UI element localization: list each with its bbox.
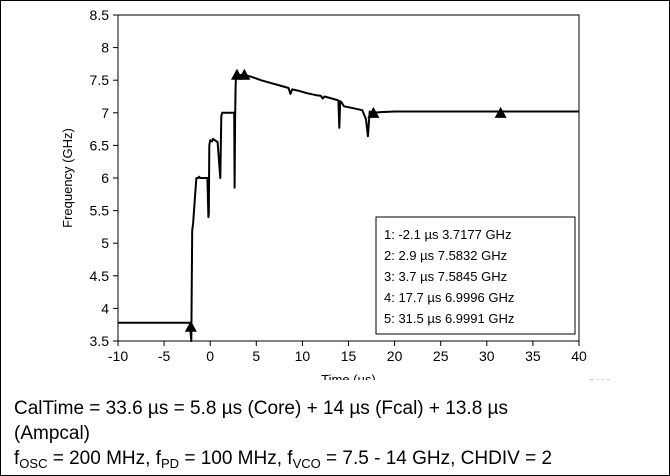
x-tick-label: -10	[108, 348, 128, 364]
annotation-line: 4: 17.7 µs 6.9996 GHz	[384, 290, 514, 305]
y-tick-label: 7.5	[90, 72, 110, 88]
x-tick-label: 5	[252, 348, 260, 364]
x-tick-label: 15	[341, 348, 357, 364]
marker-triangle-4	[367, 106, 380, 118]
y-tick-label: 6.5	[90, 137, 110, 153]
annotation-line: 3: 3.7 µs 7.5845 GHz	[384, 269, 507, 284]
f-osc-value: = 200 MHz,	[47, 448, 156, 469]
f-pd-symbol: f	[155, 448, 161, 469]
x-tick-label: 20	[387, 348, 403, 364]
frequency-chart: -10 -5 0 5 10 15 20 25 30 35 40 3.5 4 4.5 5 5.5 6 6.5 7 7.5…	[60, 7, 611, 380]
y-tick-label: 5	[101, 235, 109, 251]
annotation-box	[375, 216, 576, 335]
marker-triangle-5	[494, 106, 507, 118]
x-tick-label: -5	[158, 348, 171, 364]
plot-layer: -10 -5 0 5 10 15 20 25 30 35 40 3.5 4 4.5 5 5.5 6 6.5 7 7.5…	[60, 7, 611, 380]
x-tick-label: 30	[479, 348, 495, 364]
marker-triangle-1	[184, 320, 197, 332]
x-tick-label: 10	[295, 348, 311, 364]
x-tick-label: 40	[571, 348, 587, 364]
figure-id: D008	[589, 378, 611, 380]
f-vco-value: = 7.5 - 14 GHz, CHDIV = 2	[320, 448, 553, 469]
y-tick-label: 5.5	[90, 203, 110, 219]
caption-line-3: fOSC = 200 MHz, fPD = 100 MHz, fVCO = 7.…	[14, 448, 552, 471]
f-pd-subscript: PD	[160, 456, 180, 471]
x-tick-label: 0	[206, 348, 214, 364]
y-tick-label: 7	[101, 105, 109, 121]
y-tick-label: 4.5	[90, 268, 110, 284]
f-vco-subscript: VCO	[292, 456, 321, 471]
marker-triangle-3	[238, 68, 251, 80]
f-osc-subscript: OSC	[19, 456, 48, 471]
y-axis-label: Frequency (GHz)	[60, 128, 75, 228]
annotation-line: 1: -2.1 µs 3.7177 GHz	[384, 227, 511, 242]
x-tick-label: 25	[433, 348, 449, 364]
caption-line-2: (Ampcal)	[14, 423, 91, 444]
annotation-line: 5: 31.5 µs 6.9991 GHz	[384, 311, 514, 326]
y-tick-label: 3.5	[90, 333, 110, 349]
caption-line-1: CalTime = 33.6 µs = 5.8 µs (Core) + 14 µ…	[14, 398, 508, 419]
y-tick-label: 4	[101, 300, 109, 316]
f-pd-value: = 100 MHz,	[179, 448, 288, 469]
y-tick-label: 8	[101, 40, 109, 56]
x-axis-label: Time (µs)	[321, 372, 376, 380]
x-tick-label: 35	[525, 348, 541, 364]
annotation-line: 2: 2.9 µs 7.5832 GHz	[384, 248, 507, 263]
f-osc-symbol: f	[14, 448, 20, 469]
f-vco-symbol: f	[287, 448, 293, 469]
y-tick-label: 6	[101, 170, 109, 186]
y-tick-label: 8.5	[90, 7, 110, 23]
